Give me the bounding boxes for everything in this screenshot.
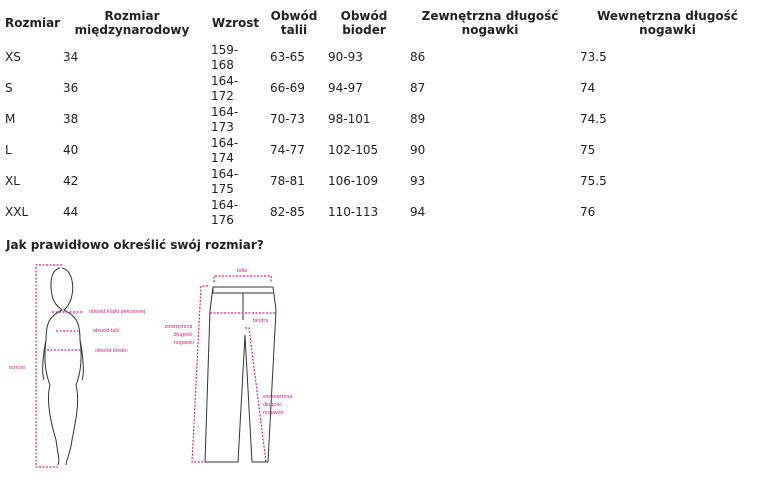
cell-waist: 66-69: [270, 81, 305, 95]
header-intl-size: Rozmiar międzynarodowy: [74, 9, 190, 37]
cell-inner-leg: 75.5: [580, 174, 607, 188]
cell-outer-leg: 90: [410, 143, 426, 157]
cell-outer-leg: 93: [410, 174, 426, 188]
label-waist: obwód talii: [93, 328, 119, 334]
pants-drawing: [204, 286, 277, 463]
header-hips: Obwód bioder: [340, 9, 388, 37]
header-size: Rozmiar: [5, 16, 61, 30]
table-row: XL 42 164- 175 78-81 106-109 93 75.5: [0, 166, 760, 197]
cell-outer-leg: 86: [410, 50, 426, 64]
height-measure-line: [35, 264, 62, 468]
cell-intl-size: 40: [63, 143, 79, 157]
table-header-row: Rozmiar Rozmiar międzynarodowy Wzrost Ob…: [0, 6, 760, 42]
pants-inner-leg-line: [245, 327, 267, 463]
cell-size: L: [5, 143, 12, 157]
cell-inner-leg: 74: [580, 81, 596, 95]
table-row: S 36 164- 172 66-69 94-97 87 74: [0, 73, 760, 104]
label-chest: obwód klatki piersiowej: [89, 309, 145, 315]
header-waist: Obwód talii: [270, 9, 318, 37]
cell-inner-leg: 73.5: [580, 50, 607, 64]
header-height: Wzrost: [211, 16, 260, 30]
cell-hips: 90-93: [328, 50, 363, 64]
cell-hips: 102-105: [328, 143, 379, 157]
cell-size: M: [5, 112, 16, 126]
header-inner-leg: Wewnętrzna długość nogawki: [597, 9, 738, 37]
cell-height: 164- 175: [211, 166, 239, 196]
cell-waist: 74-77: [270, 143, 305, 157]
pants-outer-leg-line: [191, 285, 208, 463]
cell-intl-size: 42: [63, 174, 79, 188]
cell-intl-size: 44: [63, 205, 79, 219]
label-pants-hips: biodra: [253, 318, 269, 324]
table-row: XXL 44 164- 176 82-85 110-113 94 76: [0, 197, 760, 228]
cell-size: XL: [5, 174, 20, 188]
cell-waist: 78-81: [270, 174, 305, 188]
cell-size: XS: [5, 50, 21, 64]
cell-height: 164- 173: [211, 104, 239, 134]
label-hips: obwód bioder: [95, 348, 128, 354]
cell-outer-leg: 89: [410, 112, 426, 126]
cell-hips: 94-97: [328, 81, 363, 95]
cell-inner-leg: 74.5: [580, 112, 607, 126]
guide-heading: Jak prawidłowo określić swój rozmiar?: [6, 238, 264, 252]
table-row: M 38 164- 173 70-73 98-101 89 74.5: [0, 104, 760, 135]
label-inner-leg: wewnętrzna długość nogawki: [262, 394, 294, 416]
cell-inner-leg: 76: [580, 205, 596, 219]
cell-waist: 82-85: [270, 205, 305, 219]
cell-hips: 106-109: [328, 174, 379, 188]
table-row: L 40 164- 174 74-77 102-105 90 75: [0, 135, 760, 166]
measurement-illustration: obwód klatki piersiowej obwód talii obwó…: [8, 264, 294, 468]
cell-height: 164- 172: [211, 73, 239, 103]
cell-height: 164- 174: [211, 135, 239, 165]
cell-outer-leg: 94: [410, 205, 426, 219]
cell-hips: 98-101: [328, 112, 371, 126]
size-table: Rozmiar Rozmiar międzynarodowy Wzrost Ob…: [0, 6, 760, 228]
cell-waist: 70-73: [270, 112, 305, 126]
cell-intl-size: 34: [63, 50, 79, 64]
cell-waist: 63-65: [270, 50, 305, 64]
cell-intl-size: 36: [63, 81, 79, 95]
cell-hips: 110-113: [328, 205, 379, 219]
cell-height: 159- 168: [211, 42, 239, 72]
cell-size: S: [5, 81, 13, 95]
header-outer-leg: Zewnętrzna długość nogawki: [421, 9, 559, 37]
cell-outer-leg: 87: [410, 81, 426, 95]
cell-height: 164- 176: [211, 197, 239, 227]
cell-inner-leg: 75: [580, 143, 596, 157]
table-row: XS 34 159- 168 63-65 90-93 86 73.5: [0, 42, 760, 73]
pants-waist-line: [213, 275, 272, 282]
cell-intl-size: 38: [63, 112, 79, 126]
label-height: wzrost: [8, 365, 25, 371]
label-pants-waist: talia: [237, 268, 248, 274]
cell-size: XXL: [5, 205, 29, 219]
label-outer-leg: zewnętrzna długość nogawki: [164, 324, 194, 346]
woman-figure: [42, 267, 84, 466]
